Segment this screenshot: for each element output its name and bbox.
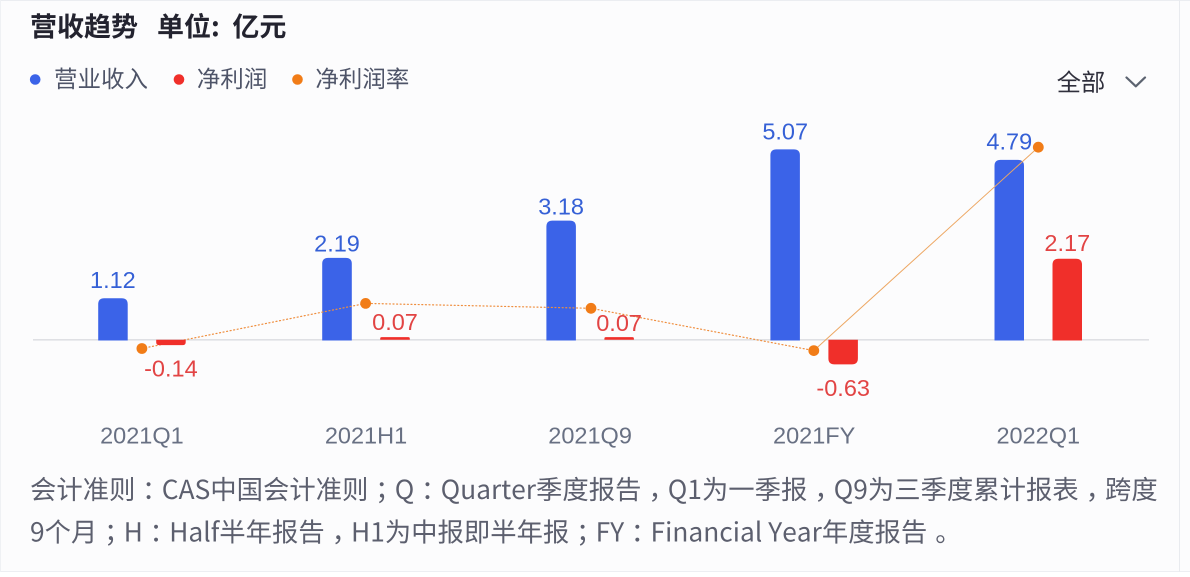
svg-text:2021Q9: 2021Q9 bbox=[548, 422, 632, 448]
svg-text:2.17: 2.17 bbox=[1044, 230, 1090, 256]
svg-text:2021Q1: 2021Q1 bbox=[100, 422, 184, 448]
svg-text:4.79: 4.79 bbox=[986, 129, 1032, 155]
svg-text:1.12: 1.12 bbox=[90, 267, 136, 293]
svg-text:5.07: 5.07 bbox=[762, 119, 808, 145]
svg-text:3.18: 3.18 bbox=[538, 193, 584, 219]
svg-text:0.07: 0.07 bbox=[372, 309, 418, 335]
svg-text:-0.14: -0.14 bbox=[144, 356, 198, 382]
svg-text:-0.63: -0.63 bbox=[816, 375, 870, 401]
svg-text:2022Q1: 2022Q1 bbox=[996, 422, 1080, 448]
svg-text:2.19: 2.19 bbox=[314, 230, 360, 256]
svg-text:2021H1: 2021H1 bbox=[325, 422, 407, 448]
svg-text:2021FY: 2021FY bbox=[773, 422, 856, 448]
svg-text:0.07: 0.07 bbox=[596, 310, 642, 336]
